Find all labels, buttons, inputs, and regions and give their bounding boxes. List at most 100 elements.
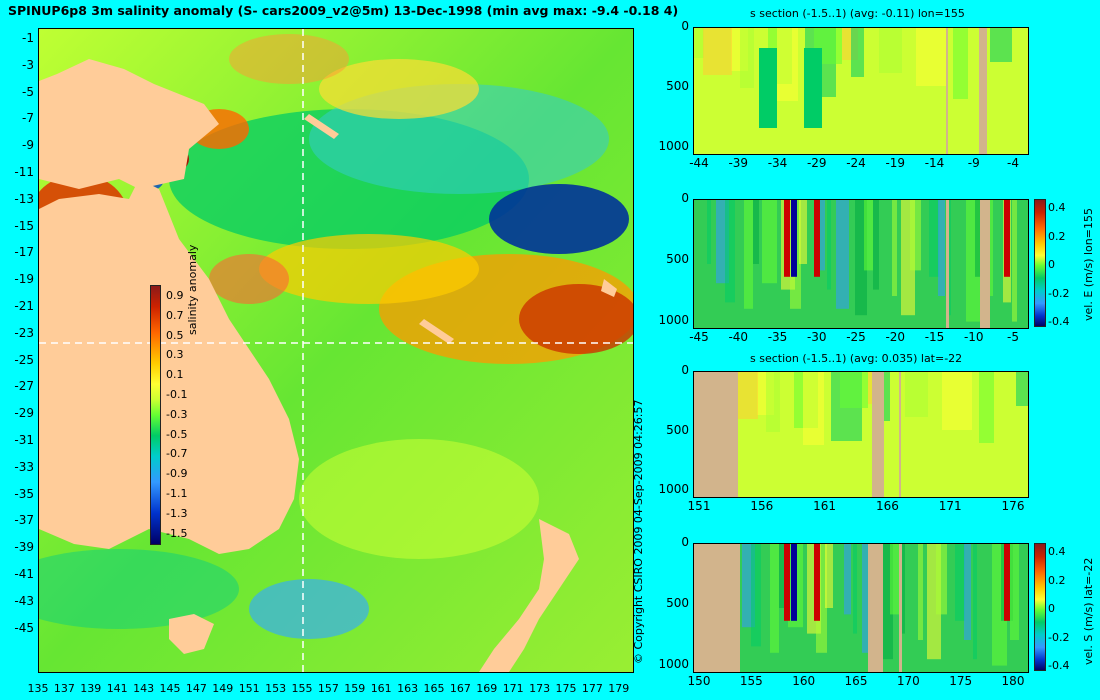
panel-x-tick-label: -30 bbox=[806, 330, 827, 344]
velocity-jet bbox=[814, 544, 820, 621]
solomon-islands bbox=[304, 114, 339, 139]
panel-x-tick-label: 156 bbox=[750, 499, 774, 513]
map-x-tick-label: 151 bbox=[238, 682, 260, 695]
tasmania bbox=[169, 614, 214, 654]
panel-y-tick-label: 500 bbox=[666, 79, 689, 93]
map-x-tick-label: 163 bbox=[397, 682, 419, 695]
colorbar-gradient bbox=[150, 285, 161, 545]
section-streak bbox=[1016, 372, 1028, 406]
velocity-colorbar bbox=[1034, 199, 1046, 327]
map-x-tick-label: 145 bbox=[159, 682, 181, 695]
panel-x-tick-label: -24 bbox=[846, 156, 866, 170]
velocity-jet bbox=[784, 544, 790, 621]
map-y-tick-label: -33 bbox=[14, 459, 34, 474]
section-canvas bbox=[694, 544, 1028, 672]
section-streak bbox=[844, 544, 851, 615]
panel-x-tick-label: -9 bbox=[967, 156, 980, 170]
section-streak bbox=[905, 372, 928, 417]
section-streak bbox=[818, 200, 825, 271]
map-y-tick-label: -11 bbox=[14, 165, 34, 179]
panel-x-tick-label: -34 bbox=[767, 156, 788, 170]
map-y-tick-label: -31 bbox=[14, 433, 34, 447]
panel-y-tick-label: 1000 bbox=[658, 312, 689, 327]
section-canvas bbox=[694, 200, 1028, 328]
panel-y-tick-label: 500 bbox=[666, 422, 689, 437]
panel-x-tick-label: -15 bbox=[924, 330, 945, 344]
panel-y-tick-label: 0 bbox=[681, 363, 689, 377]
section-streak bbox=[740, 28, 754, 88]
map-x-tick-label: 167 bbox=[449, 682, 471, 695]
map-y-tick-label: -41 bbox=[14, 567, 34, 581]
section-streak bbox=[851, 28, 864, 77]
section-streak bbox=[836, 200, 849, 309]
map-x-tick-label: 139 bbox=[80, 682, 102, 695]
salinity-map bbox=[38, 28, 634, 673]
velocity-colorbar bbox=[1034, 543, 1046, 671]
panel-x-tick-label: -14 bbox=[924, 156, 945, 170]
section-streak bbox=[879, 28, 902, 73]
map-y-tick-label: -3 bbox=[22, 57, 34, 72]
map-y-tick-label: -9 bbox=[22, 138, 34, 153]
section-streak bbox=[890, 544, 899, 615]
panel-x-tick-label: 175 bbox=[949, 674, 973, 688]
colorbar-tick-label: 0.5 bbox=[166, 328, 184, 342]
section-streak bbox=[979, 372, 994, 443]
section-streak bbox=[955, 544, 965, 621]
velocity-jet bbox=[1004, 200, 1010, 277]
map-x-tick-label: 171 bbox=[502, 682, 524, 695]
section-streak bbox=[953, 28, 968, 99]
velocity-colorbar-title: vel. E (m/s) lon=155 bbox=[1082, 208, 1095, 321]
colorbar-tick-label: 0.7 bbox=[166, 308, 184, 322]
colorbar-tick-label: -0.7 bbox=[166, 447, 188, 461]
colorbar-title: salinity anomaly bbox=[186, 244, 199, 335]
panel-y-tick-label: 1000 bbox=[658, 656, 689, 671]
panel-x-tick-label: -29 bbox=[806, 156, 827, 170]
section-canvas bbox=[694, 372, 1028, 497]
section-land-mask bbox=[946, 200, 949, 328]
section-streak bbox=[777, 28, 798, 101]
section-streak bbox=[766, 372, 780, 432]
new-guinea bbox=[39, 59, 219, 189]
map-y-tick-label: -43 bbox=[14, 593, 34, 608]
map-x-tick-label: 153 bbox=[265, 682, 287, 695]
panel-x-tick-label: -4 bbox=[1007, 156, 1019, 170]
velocity-colorbar-tick: 0 bbox=[1048, 602, 1055, 615]
map-y-tick-label: -27 bbox=[14, 379, 34, 394]
section-streak bbox=[973, 544, 977, 660]
panel-y-tick-label: 500 bbox=[666, 595, 689, 610]
section-streak bbox=[694, 28, 704, 58]
panel-title: s section (-1.5..1) (avg: 0.035) lat=-22 bbox=[750, 352, 963, 365]
map-x-tick-label: 147 bbox=[185, 682, 207, 695]
map-y-tick-label: -1 bbox=[22, 31, 34, 45]
section-streak bbox=[916, 28, 946, 86]
panel-x-tick-label: 165 bbox=[844, 674, 868, 688]
colorbar-tick-label: 0.3 bbox=[166, 348, 184, 362]
velocity-jet bbox=[814, 200, 820, 277]
section-streak bbox=[918, 544, 923, 640]
map-canvas bbox=[39, 29, 633, 672]
section-streak bbox=[990, 28, 1012, 62]
map-y-tick-label: -13 bbox=[14, 191, 34, 206]
map-y-tick-label: -23 bbox=[14, 325, 34, 340]
panel-x-tick-label: -45 bbox=[689, 330, 709, 344]
velocity-colorbar-tick: 0 bbox=[1048, 258, 1055, 271]
low-salinity-core bbox=[804, 48, 822, 128]
velocity-colorbar-tick: 0.2 bbox=[1048, 229, 1066, 243]
panel-x-tick-label: 155 bbox=[739, 674, 763, 688]
section-panel bbox=[693, 27, 1029, 155]
land-masses bbox=[39, 59, 617, 672]
velocity-jet bbox=[791, 544, 797, 621]
colorbar-tick-label: -0.3 bbox=[166, 407, 188, 421]
colorbar-tick-label: 0.1 bbox=[166, 368, 184, 382]
map-x-tick-label: 143 bbox=[133, 682, 155, 695]
panel-x-tick-label: -20 bbox=[885, 330, 906, 344]
map-y-tick-label: -37 bbox=[14, 513, 34, 528]
map-y-tick-label: -35 bbox=[14, 486, 34, 501]
section-streak bbox=[853, 544, 857, 634]
panel-x-tick-label: -19 bbox=[885, 156, 906, 170]
section-streak bbox=[770, 544, 779, 653]
section-land-mask bbox=[946, 28, 948, 154]
section-streak bbox=[753, 200, 759, 264]
section-streak bbox=[762, 200, 777, 284]
